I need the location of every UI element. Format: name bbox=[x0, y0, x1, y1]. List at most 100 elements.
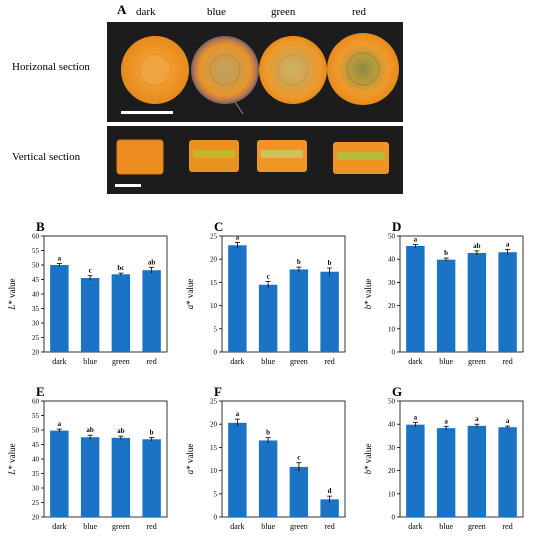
x-tick-label: blue bbox=[261, 357, 275, 366]
bar-green bbox=[289, 269, 309, 352]
bar-red bbox=[320, 271, 339, 352]
y-tick-label: 10 bbox=[388, 490, 396, 498]
y-tick-label: 50 bbox=[388, 398, 396, 406]
bar-green bbox=[467, 252, 487, 352]
y-axis-variable: a bbox=[185, 304, 195, 309]
y-tick-label: 0 bbox=[214, 514, 218, 522]
y-tick-label: 20 bbox=[32, 514, 40, 522]
y-tick-label: 10 bbox=[210, 302, 218, 310]
x-tick-label: green bbox=[468, 522, 486, 531]
bar-dark bbox=[406, 424, 425, 517]
bar-chart-b: B 20 25 30 35 40 45 50 55 60 L* value a dark c blue bc g… bbox=[7, 219, 168, 366]
x-tick-label: green bbox=[112, 522, 130, 531]
y-axis-label: a* value bbox=[185, 444, 195, 475]
bar-red bbox=[498, 427, 517, 517]
x-tick-label: red bbox=[325, 522, 335, 531]
x-tick-label: red bbox=[503, 357, 513, 366]
significance-letter: a bbox=[444, 417, 448, 425]
x-tick-label: dark bbox=[52, 357, 66, 366]
significance-letter: b bbox=[266, 429, 270, 437]
bar-red bbox=[498, 252, 517, 352]
x-tick-label: red bbox=[325, 357, 335, 366]
x-tick-label: green bbox=[290, 522, 308, 531]
y-axis-variable: b bbox=[363, 469, 373, 474]
y-axis-label: b* value bbox=[363, 279, 373, 310]
y-tick-label: 30 bbox=[388, 279, 396, 287]
bar-red bbox=[320, 499, 339, 517]
bar-green bbox=[111, 274, 131, 352]
panel-letter-g: G bbox=[392, 384, 402, 399]
significance-letter: a bbox=[414, 235, 418, 243]
y-tick-label: 20 bbox=[210, 256, 218, 264]
y-tick-label: 45 bbox=[32, 441, 40, 449]
significance-letter: a bbox=[506, 417, 510, 425]
y-axis-variable: L bbox=[7, 470, 17, 476]
significance-letter: ab bbox=[86, 426, 94, 434]
plot-frame bbox=[399, 400, 524, 518]
bar-blue bbox=[80, 278, 100, 352]
vertical-section-photo bbox=[107, 126, 403, 194]
significance-letter: ab bbox=[473, 242, 481, 250]
y-tick-label: 35 bbox=[32, 470, 40, 478]
panel-letter-e: E bbox=[36, 384, 45, 399]
y-tick-label: 45 bbox=[32, 276, 40, 284]
y-tick-label: 50 bbox=[32, 427, 40, 435]
x-tick-label: dark bbox=[230, 357, 244, 366]
bar-blue bbox=[436, 259, 456, 352]
x-tick-label: dark bbox=[52, 522, 66, 531]
y-axis-variable: a bbox=[185, 469, 195, 474]
bar-green bbox=[467, 425, 487, 517]
y-axis-unit: value bbox=[7, 443, 17, 465]
plot-frame bbox=[399, 235, 524, 353]
y-tick-label: 25 bbox=[32, 499, 40, 507]
significance-letter: b bbox=[328, 259, 332, 267]
column-label-green: green bbox=[271, 6, 296, 18]
row-label-vertical: Vertical section bbox=[12, 151, 81, 163]
bar-dark bbox=[228, 422, 247, 517]
x-tick-label: green bbox=[468, 357, 486, 366]
x-tick-label: dark bbox=[408, 522, 422, 531]
y-tick-label: 40 bbox=[32, 456, 40, 464]
y-tick-label: 20 bbox=[388, 467, 396, 475]
y-tick-label: 30 bbox=[32, 320, 40, 328]
y-tick-label: 10 bbox=[210, 467, 218, 475]
significance-letter: d bbox=[328, 487, 332, 495]
y-axis-label: L* value bbox=[7, 443, 17, 475]
y-tick-label: 15 bbox=[210, 444, 218, 452]
bar-blue bbox=[258, 440, 278, 517]
y-tick-label: 5 bbox=[214, 490, 218, 498]
y-axis-label: L* value bbox=[7, 278, 17, 310]
significance-letter: c bbox=[89, 267, 92, 275]
significance-letter: b bbox=[297, 258, 301, 266]
y-tick-label: 0 bbox=[392, 349, 396, 357]
y-tick-label: 10 bbox=[388, 325, 396, 333]
bar-dark bbox=[50, 265, 69, 352]
y-tick-label: 40 bbox=[388, 256, 396, 264]
y-tick-label: 40 bbox=[388, 421, 396, 429]
x-tick-label: blue bbox=[261, 522, 275, 531]
y-tick-label: 35 bbox=[32, 305, 40, 313]
y-tick-label: 40 bbox=[32, 291, 40, 299]
significance-letter: a bbox=[506, 240, 510, 248]
y-tick-label: 20 bbox=[32, 349, 40, 357]
horizontal-section-photo bbox=[107, 22, 403, 122]
y-axis-variable: L bbox=[7, 305, 17, 311]
x-tick-label: blue bbox=[439, 522, 453, 531]
significance-letter: a bbox=[236, 410, 240, 418]
row-label-horizontal: Horizonal section bbox=[12, 61, 90, 73]
plot-frame bbox=[221, 235, 346, 353]
x-tick-label: red bbox=[147, 522, 157, 531]
panel-letter-a: A bbox=[117, 2, 127, 17]
x-tick-label: red bbox=[147, 357, 157, 366]
significance-letter: c bbox=[297, 454, 300, 462]
y-tick-label: 25 bbox=[210, 398, 218, 406]
y-tick-label: 30 bbox=[388, 444, 396, 452]
y-tick-label: 15 bbox=[210, 279, 218, 287]
x-tick-label: blue bbox=[83, 357, 97, 366]
x-tick-label: blue bbox=[439, 357, 453, 366]
x-tick-label: green bbox=[112, 357, 130, 366]
